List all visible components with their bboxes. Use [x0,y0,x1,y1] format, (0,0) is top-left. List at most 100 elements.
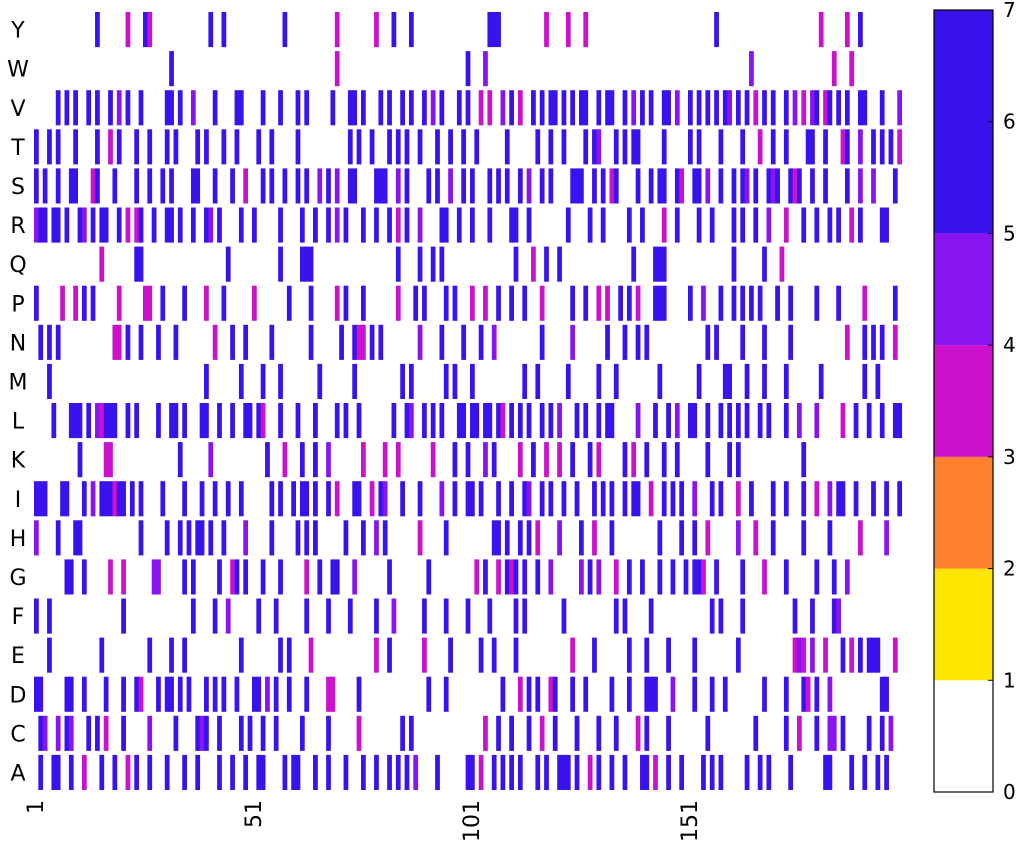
heatmap-cell-S-73 [347,168,353,204]
heatmap-cell-T-186 [840,129,846,165]
heatmap-cell-G-168 [762,559,767,595]
heatmap-cell-T-173 [783,129,789,165]
heatmap-cell-L-130 [596,403,602,439]
heatmap-cell-I-101 [470,481,475,517]
heatmap-cell-W-100 [465,51,471,87]
row-label-M: M [9,371,28,396]
heatmap-cell-I-2 [38,481,44,517]
heatmap-cell-P-97 [452,285,458,321]
heatmap-cell-I-138 [631,481,637,517]
heatmap-cell-N-139 [635,324,641,360]
heatmap-cell-K-58 [282,442,288,478]
heatmap-cell-S-10 [73,168,78,204]
row-label-F: F [12,605,25,630]
heatmap-cell-P-143 [653,285,658,321]
heatmap-cell-G-43 [217,559,222,595]
heatmap-cell-G-29 [156,559,161,595]
heatmap-cell-I-170 [770,481,776,517]
heatmap-cell-S-161 [731,168,737,204]
heatmap-cell-G-107 [496,559,501,595]
heatmap-cell-C-13 [86,715,92,751]
heatmap-cell-L-70 [334,403,340,439]
heatmap-cell-R-17 [103,207,109,243]
heatmap-cell-K-106 [491,442,497,478]
heatmap-cell-E-190 [858,637,863,673]
heatmap-cell-L-53 [260,403,266,439]
heatmap-cell-C-38 [195,715,201,751]
heatmap-cell-G-37 [190,559,196,595]
heatmap-cell-R-6 [55,207,61,243]
heatmap-cell-L-75 [356,403,362,439]
heatmap-cell-R-101 [470,207,475,243]
heatmap-cell-A-5 [51,754,57,790]
heatmap-cell-A-52 [256,754,262,790]
heatmap-cell-M-194 [875,363,881,399]
heatmap-cell-A-84 [395,754,401,790]
heatmap-cell-M-53 [260,363,266,399]
heatmap-cell-E-35 [182,637,187,673]
heatmap-cell-L-107 [496,403,501,439]
heatmap-cell-S-182 [823,168,828,204]
heatmap-cell-L-18 [108,403,113,439]
heatmap-cell-I-35 [182,481,187,517]
heatmap-cell-L-49 [243,403,249,439]
heatmap-cell-S-79 [374,168,379,204]
heatmap-cell-H-34 [177,520,183,556]
heatmap-cell-V-100 [465,90,471,126]
heatmap-cell-A-16 [99,754,105,790]
heatmap-cell-V-160 [727,90,732,126]
heatmap-cell-L-46 [230,403,235,439]
heatmap-cell-T-179 [810,129,815,165]
heatmap-cell-S-170 [770,168,776,204]
heatmap-cell-I-94 [439,481,445,517]
heatmap-cell-I-42 [212,481,218,517]
heatmap-cell-A-61 [295,754,301,790]
heatmap-cell-T-40 [204,129,209,165]
heatmap-cell-M-66 [317,363,323,399]
heatmap-cell-A-53 [260,754,266,790]
heatmap-cell-D-143 [653,676,658,712]
heatmap-cell-D-141 [644,676,650,712]
heatmap-cell-S-32 [169,168,174,204]
heatmap-cell-L-19 [112,403,118,439]
heatmap-cell-A-149 [679,754,685,790]
heatmap-cell-V-159 [722,90,728,126]
heatmap-cell-A-116 [535,754,541,790]
heatmap-cell-M-173 [783,363,789,399]
heatmap-cell-V-191 [862,90,868,126]
heatmap-cell-L-112 [517,403,523,439]
heatmap-cell-H-149 [679,520,685,556]
heatmap-cell-T-96 [448,129,453,165]
heatmap-cell-G-82 [387,559,392,595]
heatmap-cell-R-105 [487,207,493,243]
heatmap-cell-T-82 [387,129,392,165]
heatmap-cell-S-153 [696,168,702,204]
heatmap-cell-Y-26 [143,12,148,48]
heatmap-cell-V-53 [260,90,266,126]
heatmap-cell-C-114 [526,715,532,751]
row-label-V: V [10,97,25,122]
heatmap-cell-Y-181 [818,12,824,48]
heatmap-cell-E-137 [626,637,632,673]
heatmap-cell-S-30 [160,168,166,204]
heatmap-cell-D-69 [330,676,336,712]
heatmap-cell-A-86 [404,754,410,790]
heatmap-cell-A-79 [374,754,379,790]
heatmap-cell-I-156 [709,481,715,517]
heatmap-cell-G-110 [509,559,514,595]
heatmap-cell-V-124 [570,90,576,126]
heatmap-cell-A-188 [849,754,855,790]
heatmap-cell-E-192 [866,637,872,673]
heatmap-cell-A-24 [134,754,140,790]
heatmap-cell-T-136 [622,129,628,165]
heatmap-cell-R-114 [526,207,532,243]
heatmap-cell-F-83 [391,598,397,634]
heatmap-cell-C-8 [64,715,70,751]
heatmap-cell-S-14 [90,168,96,204]
heatmap-cell-N-124 [570,324,576,360]
heatmap-cell-E-177 [801,637,807,673]
heatmap-cell-P-72 [343,285,349,321]
heatmap-cell-I-173 [783,481,789,517]
heatmap-cell-S-19 [112,168,118,204]
